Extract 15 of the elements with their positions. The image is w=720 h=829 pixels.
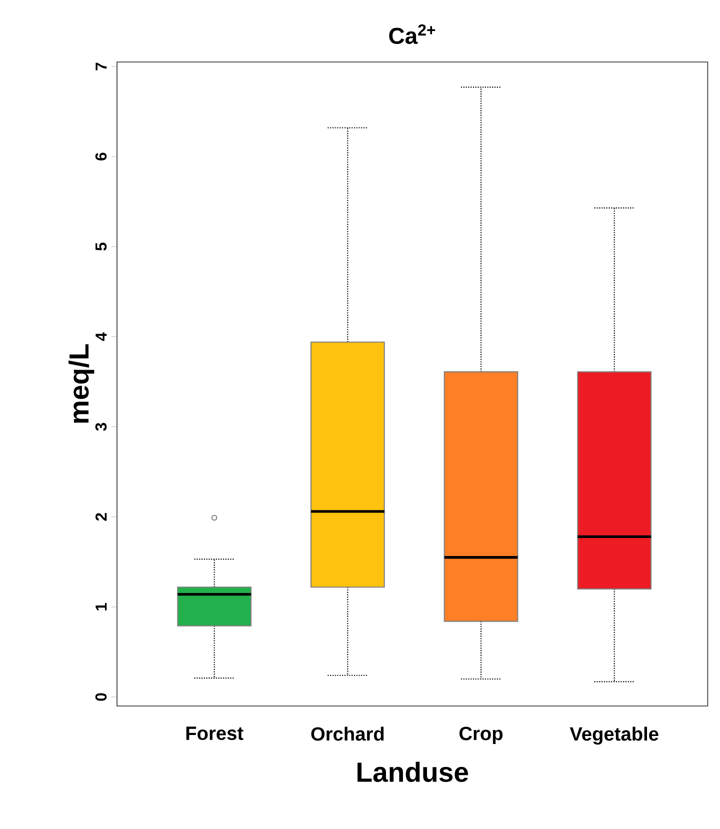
x-tick-label: Crop: [459, 726, 503, 744]
x-tick-label: Vegetable: [570, 726, 658, 745]
x-tick-label: Forest: [186, 726, 244, 740]
y-tick-label: 0: [95, 693, 107, 701]
y-tick-label: 4: [96, 332, 107, 341]
chart-title: Ca$^{2+}$: [389, 24, 436, 44]
y-tick-label: 6: [95, 152, 107, 160]
y-tick-label: 5: [96, 242, 107, 251]
y-tick-label: 7: [96, 62, 107, 70]
y-tick-label: 3: [95, 422, 107, 431]
y-tick-label: 1: [96, 602, 107, 610]
x-axis-title: Landuse: [358, 762, 468, 782]
y-tick-label: 2: [96, 513, 107, 521]
x-tick-label: Orchard: [311, 726, 384, 741]
y-axis-title: meq/L: [68, 344, 94, 423]
